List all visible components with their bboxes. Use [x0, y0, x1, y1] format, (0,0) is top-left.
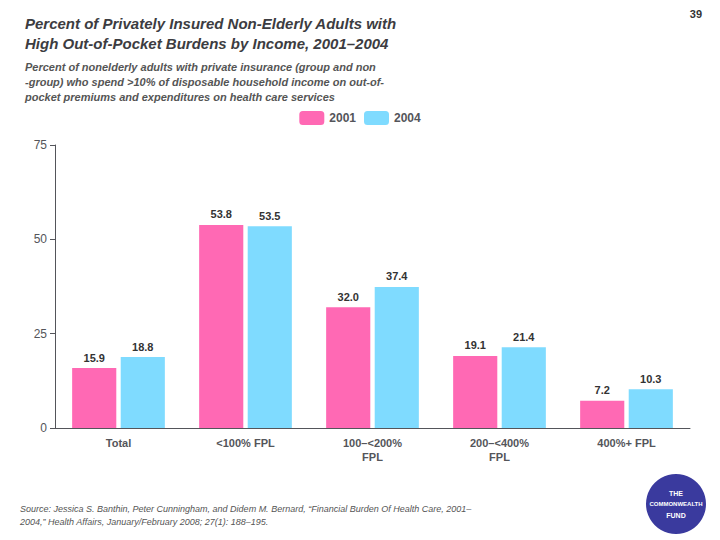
svg-text:Percent of Privately Insured N: Percent of Privately Insured Non-Elderly… [25, 15, 396, 32]
svg-text:75: 75 [34, 138, 48, 152]
svg-text:18.8: 18.8 [132, 341, 153, 353]
svg-text:THE: THE [669, 490, 683, 497]
svg-text:0: 0 [40, 421, 47, 435]
svg-text:FPL: FPL [489, 451, 510, 463]
svg-text:COMMONWEALTH: COMMONWEALTH [649, 501, 702, 507]
svg-text:10.3: 10.3 [640, 373, 661, 385]
svg-text:pocket premiums and expenditur: pocket premiums and expenditures on heal… [24, 91, 335, 103]
svg-text:53.5: 53.5 [259, 210, 280, 222]
svg-text:FUND: FUND [666, 512, 685, 519]
svg-text:2004: 2004 [394, 111, 421, 125]
svg-text:7.2: 7.2 [595, 384, 610, 396]
svg-text:Total: Total [106, 437, 131, 449]
svg-text:Percent of nonelderly adults w: Percent of nonelderly adults with privat… [25, 61, 376, 73]
svg-text:FPL: FPL [362, 451, 383, 463]
svg-text:100–<200%: 100–<200% [343, 437, 402, 449]
svg-text:39: 39 [690, 8, 702, 20]
svg-text:High Out-of-Pocket Burdens by: High Out-of-Pocket Burdens by Income, 20… [25, 35, 389, 52]
svg-text:19.1: 19.1 [465, 339, 486, 351]
svg-text:Source: Jessica S. Banthin, Pe: Source: Jessica S. Banthin, Peter Cunnin… [20, 504, 472, 514]
svg-text:25: 25 [34, 327, 48, 341]
svg-text:<100% FPL: <100% FPL [216, 437, 275, 449]
svg-text:37.4: 37.4 [386, 270, 408, 282]
svg-text:2004,” Health Affairs, January: 2004,” Health Affairs, January/February … [19, 517, 268, 527]
svg-text:2001: 2001 [329, 111, 356, 125]
svg-text:21.4: 21.4 [513, 331, 535, 343]
svg-text:200–<400%: 200–<400% [470, 437, 529, 449]
svg-text:15.9: 15.9 [84, 352, 105, 364]
svg-text:32.0: 32.0 [338, 291, 359, 303]
svg-text:53.8: 53.8 [211, 208, 232, 220]
svg-text:-group) who spend >10% of disp: -group) who spend >10% of disposable hou… [25, 76, 384, 88]
svg-text:50: 50 [34, 232, 48, 246]
svg-text:400%+ FPL: 400%+ FPL [597, 437, 656, 449]
